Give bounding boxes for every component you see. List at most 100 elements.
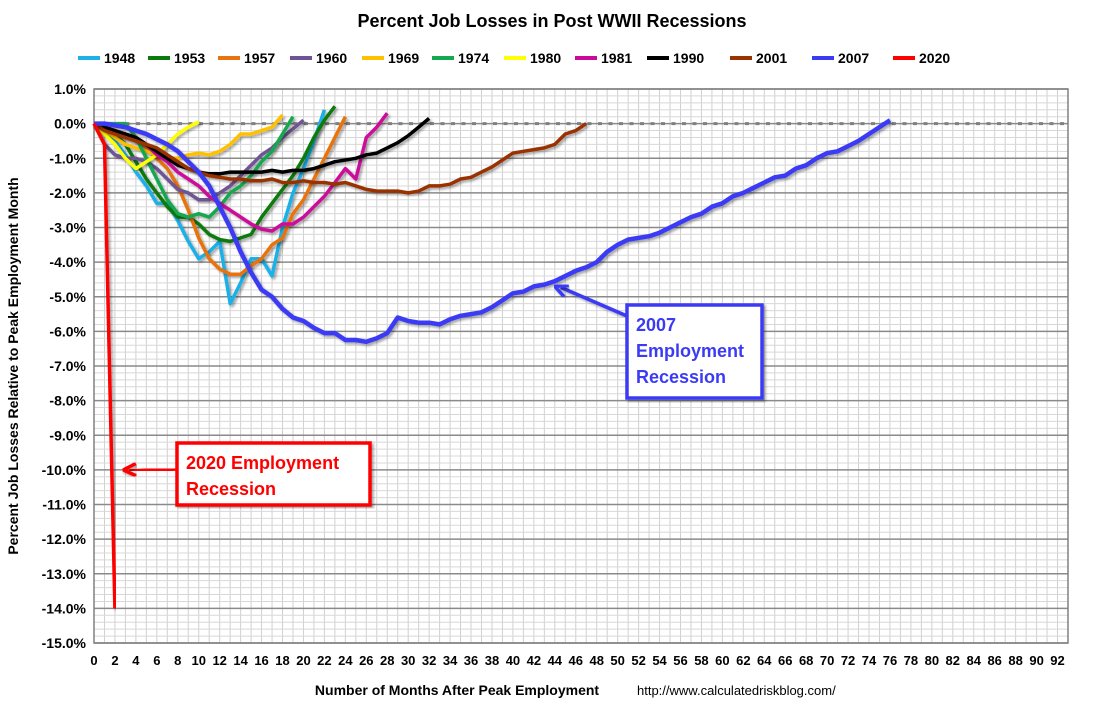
x-tick-label: 38 (485, 653, 499, 668)
x-tick-label: 14 (233, 653, 248, 668)
annotation-arrow (560, 285, 628, 318)
x-tick-label: 32 (422, 653, 436, 668)
y-tick-label: -5.0% (49, 289, 86, 305)
x-tick-label: 48 (589, 653, 603, 668)
y-tick-label: -3.0% (49, 220, 86, 236)
legend-label: 1969 (388, 50, 419, 66)
legend-item-2007: 2007 (812, 50, 869, 66)
annotation-text: 2007 (636, 315, 676, 335)
y-tick-label: -4.0% (49, 254, 86, 270)
x-tick-label: 20 (296, 653, 310, 668)
x-tick-label: 22 (317, 653, 331, 668)
y-tick-label: -14.0% (42, 600, 87, 616)
x-tick-label: 28 (380, 653, 394, 668)
x-tick-label: 64 (757, 653, 772, 668)
y-tick-label: 1.0% (54, 81, 86, 97)
axes: 1.0% 0.0% -1.0% -2.0% -3.0% -4.0% -5.0% -6.0% -7… (42, 81, 1070, 668)
annotation-text: Employment (636, 341, 744, 361)
legend-label: 1980 (530, 50, 561, 66)
x-tick-label: 82 (946, 653, 960, 668)
x-tick-label: 24 (338, 653, 353, 668)
y-tick-label: -2.0% (49, 185, 86, 201)
legend-item-1990: 1990 (647, 50, 704, 66)
x-tick-label: 56 (673, 653, 687, 668)
chart-title: Percent Job Losses in Post WWII Recessio… (357, 11, 746, 31)
series-line-1969 (93, 113, 284, 161)
x-tick-label: 72 (841, 653, 855, 668)
legend-item-1981: 1981 (575, 50, 632, 66)
y-tick-label: -13.0% (42, 566, 87, 582)
y-tick-label: -10.0% (42, 462, 87, 478)
series-line-1980 (92, 120, 200, 171)
x-tick-label: 6 (153, 653, 160, 668)
annotations: 2007 Employment Recession 2020 Employment Re… (119, 283, 764, 507)
legend-label: 1960 (316, 50, 347, 66)
y-tick-label: -9.0% (49, 427, 86, 443)
x-tick-label: 0 (90, 653, 97, 668)
x-tick-label: 8 (174, 653, 181, 668)
x-tick-label: 86 (987, 653, 1001, 668)
x-tick-label: 84 (967, 653, 982, 668)
x-tick-label: 92 (1050, 653, 1064, 668)
annotation-text: Recession (636, 367, 726, 387)
x-tick-label: 16 (254, 653, 268, 668)
arrowhead-icon (551, 283, 569, 298)
legend-label: 1981 (601, 50, 632, 66)
x-tick-label: 66 (778, 653, 792, 668)
y-axis-label: Percent Job Losses Relative to Peak Empl… (5, 177, 21, 554)
x-tick-label: 80 (925, 653, 939, 668)
annotation-text: Recession (186, 479, 276, 499)
series-line-2020 (92, 122, 117, 609)
legend-item-2001: 2001 (730, 50, 787, 66)
legend-item-1948: 1948 (78, 50, 135, 66)
series-line-2007 (94, 118, 892, 345)
annotation-text: 2020 Employment (186, 453, 339, 473)
series-line-2001 (93, 122, 588, 195)
x-tick-label: 54 (652, 653, 667, 668)
x-tick-label: 46 (569, 653, 583, 668)
annotation-arrow (129, 467, 178, 473)
x-tick-label: 70 (820, 653, 834, 668)
y-tick-label: -6.0% (49, 323, 86, 339)
x-tick-label: 4 (132, 653, 140, 668)
x-tick-label: 26 (359, 653, 373, 668)
legend: 1948 1953 1957 1960 1969 1974 1980 1981 1990 2001… (78, 50, 950, 66)
x-tick-label: 90 (1029, 653, 1043, 668)
y-tick-label: -11.0% (42, 497, 86, 513)
x-tick-label: 2 (111, 653, 118, 668)
x-tick-label: 58 (694, 653, 708, 668)
x-tick-label: 40 (506, 653, 520, 668)
annotation-box (175, 441, 372, 507)
arrowhead-icon (119, 462, 137, 478)
legend-label: 1957 (244, 50, 275, 66)
legend-item-1953: 1953 (148, 50, 205, 66)
x-tick-label: 88 (1008, 653, 1022, 668)
legend-label: 1953 (174, 50, 205, 66)
legend-label: 2007 (838, 50, 869, 66)
x-tick-label: 62 (736, 653, 750, 668)
legend-label: 1990 (673, 50, 704, 66)
y-tick-label: -15.0% (42, 635, 87, 651)
legend-label: 1948 (104, 50, 135, 66)
x-tick-label: 44 (548, 653, 563, 668)
annotation-2007: 2007 Employment Recession (551, 283, 764, 400)
y-tick-label: -1.0% (49, 150, 86, 166)
grid (93, 88, 1069, 644)
y-tick-label: -12.0% (42, 531, 87, 547)
legend-label: 2001 (756, 50, 787, 66)
source-label: http://www.calculatedriskblog.com/ (637, 683, 836, 698)
annotation-box (625, 303, 764, 400)
y-tick-label: 0.0% (54, 116, 86, 132)
x-tick-label: 76 (883, 653, 897, 668)
y-tick-label: -7.0% (49, 358, 86, 374)
x-tick-label: 18 (275, 653, 289, 668)
x-tick-label: 12 (212, 653, 226, 668)
x-tick-label: 52 (631, 653, 645, 668)
x-tick-label: 42 (527, 653, 541, 668)
legend-item-1960: 1960 (290, 50, 347, 66)
x-tick-label: 36 (464, 653, 478, 668)
plot-border (93, 88, 1069, 644)
legend-label: 2020 (919, 50, 950, 66)
x-tick-label: 68 (799, 653, 813, 668)
